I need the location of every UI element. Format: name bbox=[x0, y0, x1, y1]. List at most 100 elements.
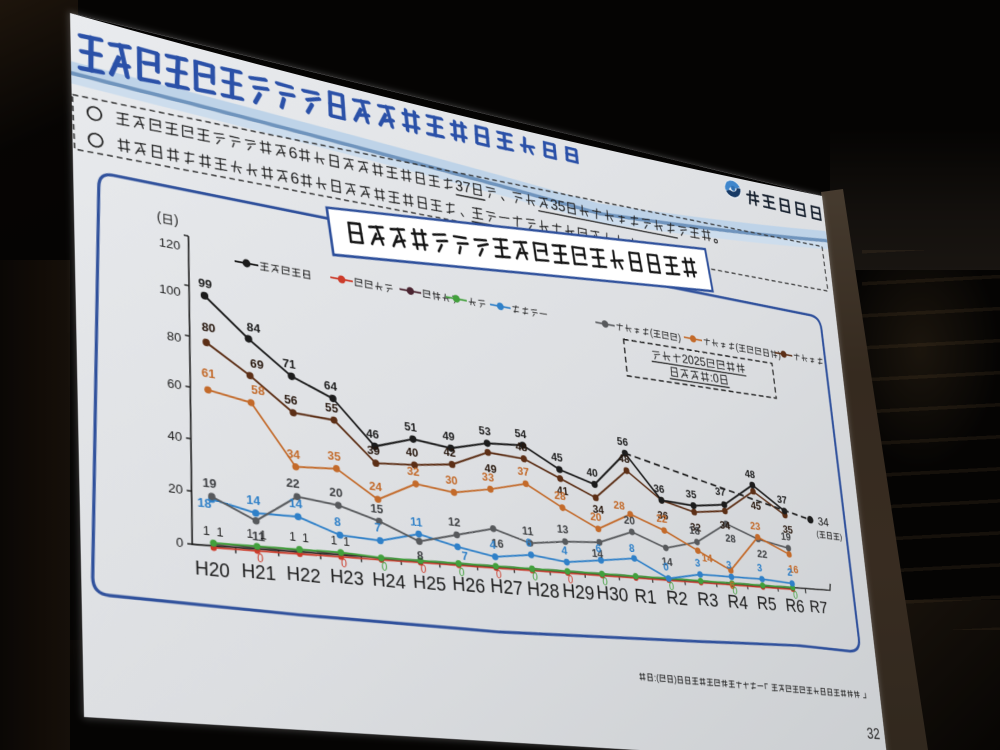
svg-text:14: 14 bbox=[591, 547, 603, 561]
svg-text:39: 39 bbox=[367, 443, 381, 458]
svg-text:1: 1 bbox=[203, 523, 211, 538]
svg-text:42: 42 bbox=[443, 445, 456, 460]
svg-text:R5: R5 bbox=[756, 593, 777, 615]
svg-text:H20: H20 bbox=[195, 557, 230, 582]
svg-text:0: 0 bbox=[602, 577, 608, 589]
svg-text:H29: H29 bbox=[562, 579, 596, 605]
svg-text:37: 37 bbox=[517, 465, 530, 480]
svg-text:56: 56 bbox=[616, 435, 628, 449]
svg-text:40: 40 bbox=[586, 466, 598, 480]
svg-text:R2: R2 bbox=[665, 585, 688, 610]
svg-text:R3: R3 bbox=[696, 587, 719, 612]
svg-text:18: 18 bbox=[689, 524, 701, 538]
svg-text:2025: 2025 bbox=[681, 352, 706, 369]
svg-text:H28: H28 bbox=[526, 578, 560, 603]
svg-text:54: 54 bbox=[514, 426, 527, 441]
svg-text:R7: R7 bbox=[809, 597, 829, 618]
svg-text:35: 35 bbox=[685, 488, 697, 502]
svg-text:58: 58 bbox=[251, 383, 265, 399]
svg-text:3: 3 bbox=[756, 561, 762, 574]
svg-text:0: 0 bbox=[341, 558, 348, 571]
svg-text:28: 28 bbox=[725, 532, 737, 546]
svg-text:40: 40 bbox=[405, 445, 418, 460]
svg-text:19: 19 bbox=[202, 476, 217, 492]
svg-text:22: 22 bbox=[656, 512, 668, 526]
svg-text:60: 60 bbox=[167, 375, 182, 392]
svg-text:3: 3 bbox=[694, 556, 701, 569]
svg-text:1: 1 bbox=[302, 531, 309, 546]
svg-text:35: 35 bbox=[327, 448, 341, 463]
svg-text:34: 34 bbox=[817, 515, 830, 530]
svg-text:11: 11 bbox=[252, 529, 266, 545]
svg-text:0: 0 bbox=[532, 572, 538, 584]
svg-text:(: ( bbox=[735, 343, 739, 353]
svg-text:7: 7 bbox=[461, 550, 468, 564]
svg-text:14: 14 bbox=[661, 555, 673, 569]
svg-text:3: 3 bbox=[726, 559, 732, 572]
svg-text:14: 14 bbox=[246, 492, 260, 508]
svg-text:34: 34 bbox=[592, 503, 604, 517]
svg-text:28: 28 bbox=[554, 489, 567, 503]
svg-text:46: 46 bbox=[366, 426, 380, 441]
svg-text:35: 35 bbox=[782, 523, 793, 536]
svg-text:80: 80 bbox=[201, 320, 215, 336]
svg-text:8: 8 bbox=[628, 542, 635, 555]
svg-text:11: 11 bbox=[410, 514, 423, 529]
svg-text:28: 28 bbox=[613, 499, 625, 513]
svg-text:33: 33 bbox=[481, 470, 494, 485]
svg-text::0: :0 bbox=[709, 371, 719, 386]
svg-text:20: 20 bbox=[168, 480, 183, 497]
svg-text:84: 84 bbox=[246, 320, 260, 336]
svg-text:35: 35 bbox=[550, 195, 567, 215]
svg-text:16: 16 bbox=[491, 536, 504, 551]
svg-text:2: 2 bbox=[787, 566, 793, 579]
svg-text:(: ( bbox=[649, 328, 653, 339]
svg-text:1: 1 bbox=[330, 533, 337, 548]
svg-text:): ) bbox=[678, 333, 682, 344]
svg-text:8: 8 bbox=[417, 549, 424, 563]
svg-text:H23: H23 bbox=[330, 566, 365, 591]
svg-text:37: 37 bbox=[776, 493, 787, 506]
svg-text:0: 0 bbox=[176, 534, 184, 550]
svg-text:0: 0 bbox=[568, 574, 574, 586]
svg-text:23: 23 bbox=[749, 519, 760, 532]
svg-text:4: 4 bbox=[489, 538, 496, 552]
svg-text:14: 14 bbox=[701, 552, 713, 566]
svg-text:24: 24 bbox=[369, 479, 383, 494]
svg-text:48: 48 bbox=[618, 452, 630, 466]
svg-text:0: 0 bbox=[793, 591, 799, 602]
svg-text:1: 1 bbox=[260, 528, 267, 543]
svg-text:49: 49 bbox=[484, 461, 497, 476]
svg-text:12: 12 bbox=[448, 515, 461, 530]
svg-text:45: 45 bbox=[750, 499, 761, 512]
svg-text:R6: R6 bbox=[785, 596, 806, 617]
svg-text:71: 71 bbox=[282, 356, 296, 372]
svg-text:): ) bbox=[174, 213, 179, 228]
svg-text:37: 37 bbox=[454, 176, 471, 197]
svg-text:): ) bbox=[674, 675, 678, 685]
svg-text:6: 6 bbox=[288, 143, 298, 163]
svg-text:120: 120 bbox=[159, 235, 181, 253]
svg-text:80: 80 bbox=[167, 328, 182, 345]
svg-text:): ) bbox=[839, 533, 842, 543]
svg-text:53: 53 bbox=[478, 424, 491, 439]
svg-text:100: 100 bbox=[159, 281, 181, 299]
svg-text:H27: H27 bbox=[490, 575, 524, 600]
svg-text:48: 48 bbox=[744, 467, 755, 480]
svg-text:0: 0 bbox=[669, 582, 675, 593]
svg-text:18: 18 bbox=[197, 495, 212, 511]
svg-text:20: 20 bbox=[623, 513, 635, 527]
svg-text:6: 6 bbox=[290, 168, 300, 188]
svg-text:22: 22 bbox=[757, 548, 768, 561]
svg-text:32: 32 bbox=[407, 464, 420, 479]
svg-text:H21: H21 bbox=[241, 561, 276, 586]
svg-text:6: 6 bbox=[595, 542, 602, 556]
svg-text:36: 36 bbox=[657, 508, 669, 522]
svg-text:41: 41 bbox=[556, 484, 568, 498]
svg-text:7: 7 bbox=[374, 521, 381, 535]
svg-text:6: 6 bbox=[729, 579, 735, 592]
svg-text:61: 61 bbox=[201, 366, 215, 382]
svg-text:34: 34 bbox=[719, 519, 731, 533]
svg-text:1: 1 bbox=[343, 534, 350, 549]
svg-text:99: 99 bbox=[198, 276, 212, 292]
